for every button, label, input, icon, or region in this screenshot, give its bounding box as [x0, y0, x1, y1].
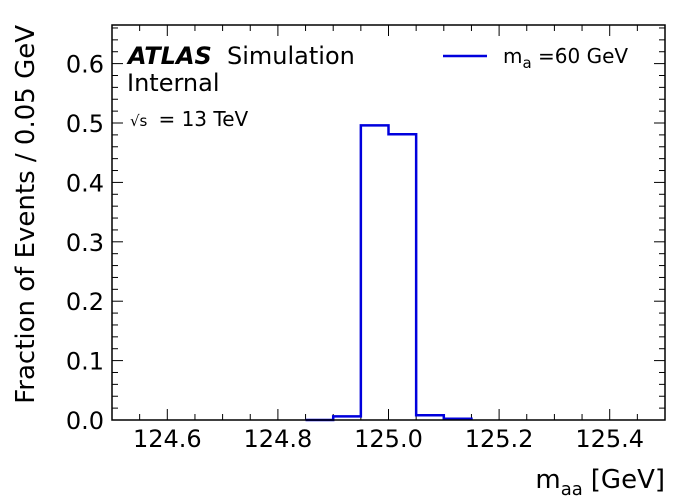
x-tick-label: 124.6 [133, 425, 202, 453]
x-axis-label: maa [GeV] [535, 465, 665, 500]
energy-value: = 13 TeV [158, 107, 248, 131]
energy-label: √s = 13 TeV [130, 107, 249, 131]
sqrt-s-symbol: √s [130, 112, 148, 130]
legend-label-sub: a [522, 54, 531, 72]
x-axis-label-main: m [535, 465, 560, 495]
histogram-line [305, 124, 473, 422]
y-tick-label: 0.0 [66, 407, 104, 435]
x-tick-label: 124.8 [244, 425, 313, 453]
simulation-label: Simulation [227, 42, 355, 70]
x-axis-label-sub: aa [561, 479, 583, 500]
x-tick-label: 125.2 [465, 425, 534, 453]
y-tick-label: 0.1 [66, 348, 104, 376]
legend-label-rest: =60 GeV [532, 44, 629, 68]
tick-labels: 124.6 124.8 125.0 125.2 125.4 0.0 0.1 0.2 0.3 0.4… [66, 51, 644, 453]
y-tick-label: 0.5 [66, 110, 104, 138]
y-tick-label: 0.6 [66, 51, 104, 79]
x-tick-label: 125.0 [354, 425, 423, 453]
y-tick-label: 0.3 [66, 229, 104, 257]
y-axis-label: Fraction of Events / 0.05 GeV [11, 25, 41, 404]
x-tick-label: 125.4 [575, 425, 644, 453]
legend-label-main: m [503, 44, 522, 68]
plot-frame [111, 24, 666, 421]
legend-label: ma =60 GeV [503, 44, 628, 72]
internal-label: Internal [127, 69, 220, 97]
x-axis-label-unit: [GeV] [591, 465, 665, 495]
atlas-label: ATLAS [126, 42, 212, 70]
y-tick-label: 0.4 [66, 169, 104, 197]
y-tick-label: 0.2 [66, 288, 104, 316]
